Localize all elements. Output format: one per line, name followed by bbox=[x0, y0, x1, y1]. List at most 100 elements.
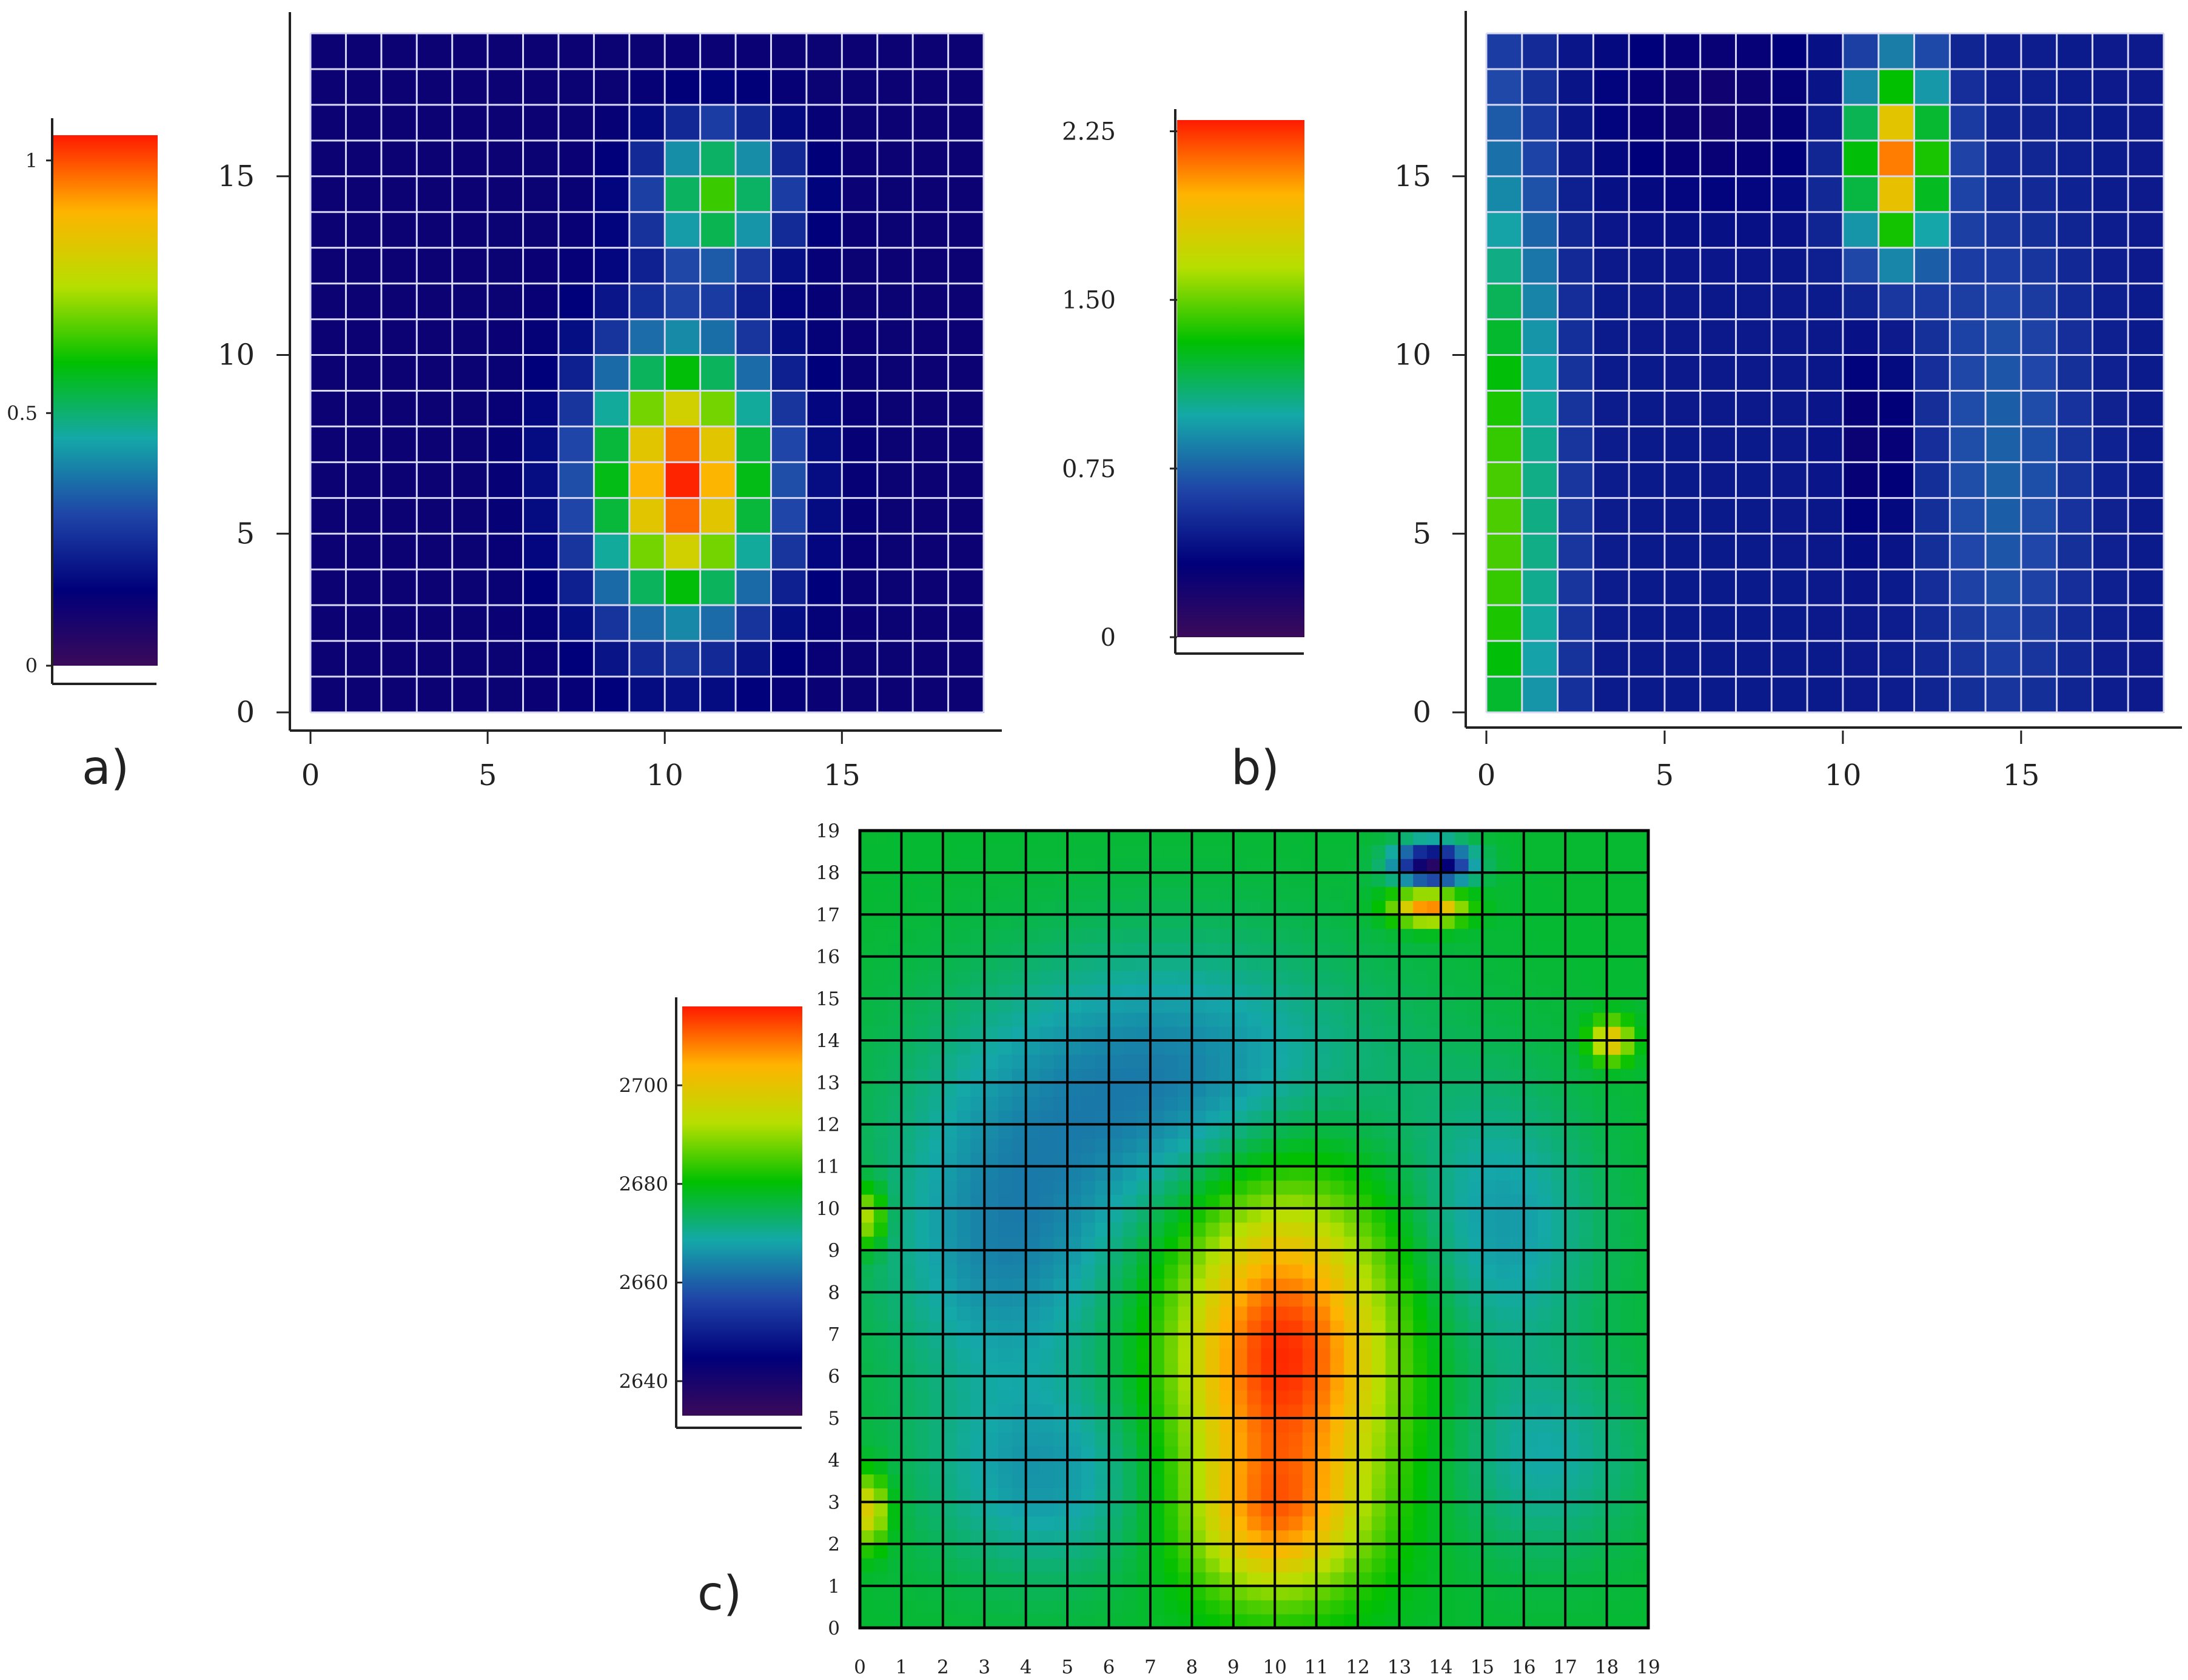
panel-c-cell bbox=[1454, 1404, 1469, 1419]
panel-c-cell bbox=[1634, 886, 1649, 902]
panel-c-cell bbox=[860, 858, 874, 873]
panel-c-cell bbox=[1302, 1012, 1317, 1027]
panel-c-cell bbox=[1095, 1180, 1110, 1195]
panel-c-cell bbox=[915, 1194, 930, 1209]
panel-a-cell bbox=[381, 569, 417, 606]
panel-b-cell bbox=[1771, 355, 1808, 392]
panel-a-cell bbox=[629, 355, 665, 392]
panel-c-cell bbox=[1537, 1012, 1552, 1027]
panel-c-cell bbox=[1206, 1068, 1220, 1083]
panel-c-cell bbox=[1440, 928, 1455, 943]
panel-c-cell bbox=[1344, 1390, 1358, 1405]
panel-c-cell bbox=[1302, 1446, 1317, 1461]
panel-c-cell bbox=[956, 984, 972, 999]
panel-c-colorbar-tick-label: 2700 bbox=[619, 1074, 668, 1097]
panel-c-cell bbox=[1261, 886, 1275, 902]
panel-c-cell bbox=[1440, 1138, 1455, 1153]
panel-c-cell bbox=[1523, 1236, 1539, 1251]
panel-c-cell bbox=[901, 1558, 916, 1573]
panel-b-cell bbox=[1664, 426, 1701, 463]
panel-c-cell bbox=[1509, 1264, 1525, 1279]
panel-b-cell bbox=[1557, 498, 1594, 534]
panel-c-cell bbox=[1620, 831, 1635, 845]
panel-c-cell bbox=[1509, 1585, 1525, 1601]
panel-c-cell bbox=[1316, 1054, 1331, 1069]
panel-c-cell bbox=[1275, 1222, 1289, 1237]
panel-c-cell bbox=[1385, 1446, 1400, 1461]
panel-c-cell bbox=[1233, 1348, 1248, 1363]
panel-c-cell bbox=[901, 1320, 916, 1335]
panel-a-cell bbox=[771, 212, 807, 249]
panel-a-cell bbox=[877, 33, 913, 70]
panel-c-cell bbox=[1399, 1417, 1414, 1433]
panel-c-cell bbox=[1413, 1488, 1428, 1503]
panel-c-cell bbox=[1109, 1320, 1124, 1335]
panel-c-cell bbox=[998, 928, 1013, 943]
panel-c-cell bbox=[1468, 1585, 1483, 1601]
panel-c-cell bbox=[1123, 1530, 1137, 1545]
panel-c-cell bbox=[1606, 1446, 1622, 1461]
panel-c-cell bbox=[1150, 998, 1165, 1013]
panel-c-cell bbox=[1509, 1404, 1525, 1419]
panel-c-cell bbox=[860, 1278, 874, 1293]
panel-c-cell bbox=[1413, 1292, 1428, 1307]
panel-c-cell bbox=[1385, 1488, 1400, 1503]
panel-c-cell bbox=[1039, 1432, 1054, 1447]
panel-c-cell bbox=[1606, 1404, 1622, 1419]
panel-c-cell bbox=[1067, 1166, 1082, 1181]
panel-c-cell bbox=[1468, 1446, 1483, 1461]
panel-c-cell bbox=[1025, 1082, 1041, 1097]
panel-b-cell bbox=[1736, 569, 1773, 606]
panel-c-cell bbox=[1509, 1516, 1525, 1531]
panel-c-cell bbox=[915, 1110, 930, 1125]
panel-c-cell bbox=[1385, 1376, 1400, 1391]
panel-b-cell bbox=[1807, 283, 1844, 320]
panel-c-cell bbox=[1164, 998, 1179, 1013]
panel-c-cell bbox=[956, 928, 972, 943]
panel-c-cell bbox=[1482, 1222, 1497, 1237]
panel-c-cell bbox=[1371, 1166, 1386, 1181]
panel-c-cell bbox=[1012, 1264, 1027, 1279]
panel-c-cell bbox=[1192, 1348, 1206, 1363]
panel-c-cell bbox=[1275, 1278, 1289, 1293]
panel-c-cell bbox=[1385, 1585, 1400, 1601]
panel-a-cell bbox=[665, 426, 701, 463]
panel-c-cell bbox=[1620, 1334, 1635, 1349]
panel-c-cell bbox=[1344, 1544, 1358, 1559]
panel-c-cell bbox=[1440, 1236, 1455, 1251]
panel-c-cell bbox=[1316, 831, 1331, 845]
panel-c-cell bbox=[1219, 1222, 1234, 1237]
panel-c-y-tick-label: 15 bbox=[816, 988, 840, 1010]
panel-c-cell bbox=[887, 845, 902, 859]
panel-c-cell bbox=[1606, 900, 1622, 915]
panel-c-cell bbox=[1012, 998, 1027, 1013]
panel-c-cell bbox=[1316, 1516, 1331, 1531]
panel-c-cell bbox=[887, 1082, 902, 1097]
panel-c-x-tick-label: 18 bbox=[1595, 1656, 1619, 1678]
panel-c-cell bbox=[1606, 1264, 1622, 1279]
panel-b-cell bbox=[1664, 212, 1701, 249]
panel-c-cell bbox=[1109, 1250, 1124, 1265]
panel-c-cell bbox=[1206, 1530, 1220, 1545]
panel-c-cell bbox=[1371, 1460, 1386, 1474]
panel-c-cell bbox=[1233, 1166, 1248, 1181]
panel-c-cell bbox=[929, 1194, 944, 1209]
panel-c-cell bbox=[1551, 1502, 1566, 1517]
panel-c-cell bbox=[1427, 914, 1441, 929]
panel-a-cell bbox=[806, 283, 843, 320]
panel-c-cell bbox=[942, 1334, 958, 1349]
panel-c-cell bbox=[1261, 914, 1275, 929]
panel-c-cell bbox=[1164, 1012, 1179, 1027]
panel-c-cell bbox=[915, 1376, 930, 1391]
panel-c-cell bbox=[1523, 858, 1539, 873]
panel-c-cell bbox=[1371, 1236, 1386, 1251]
panel-c-cell bbox=[1136, 970, 1151, 985]
panel-c-cell bbox=[873, 1180, 888, 1195]
panel-b-cell bbox=[2021, 212, 2058, 249]
panel-c-cell bbox=[1634, 1585, 1649, 1601]
panel-c-cell bbox=[984, 1208, 999, 1223]
panel-b-cell bbox=[1807, 176, 1844, 213]
panel-c-cell bbox=[1413, 1460, 1428, 1474]
panel-a-cell bbox=[913, 355, 949, 392]
